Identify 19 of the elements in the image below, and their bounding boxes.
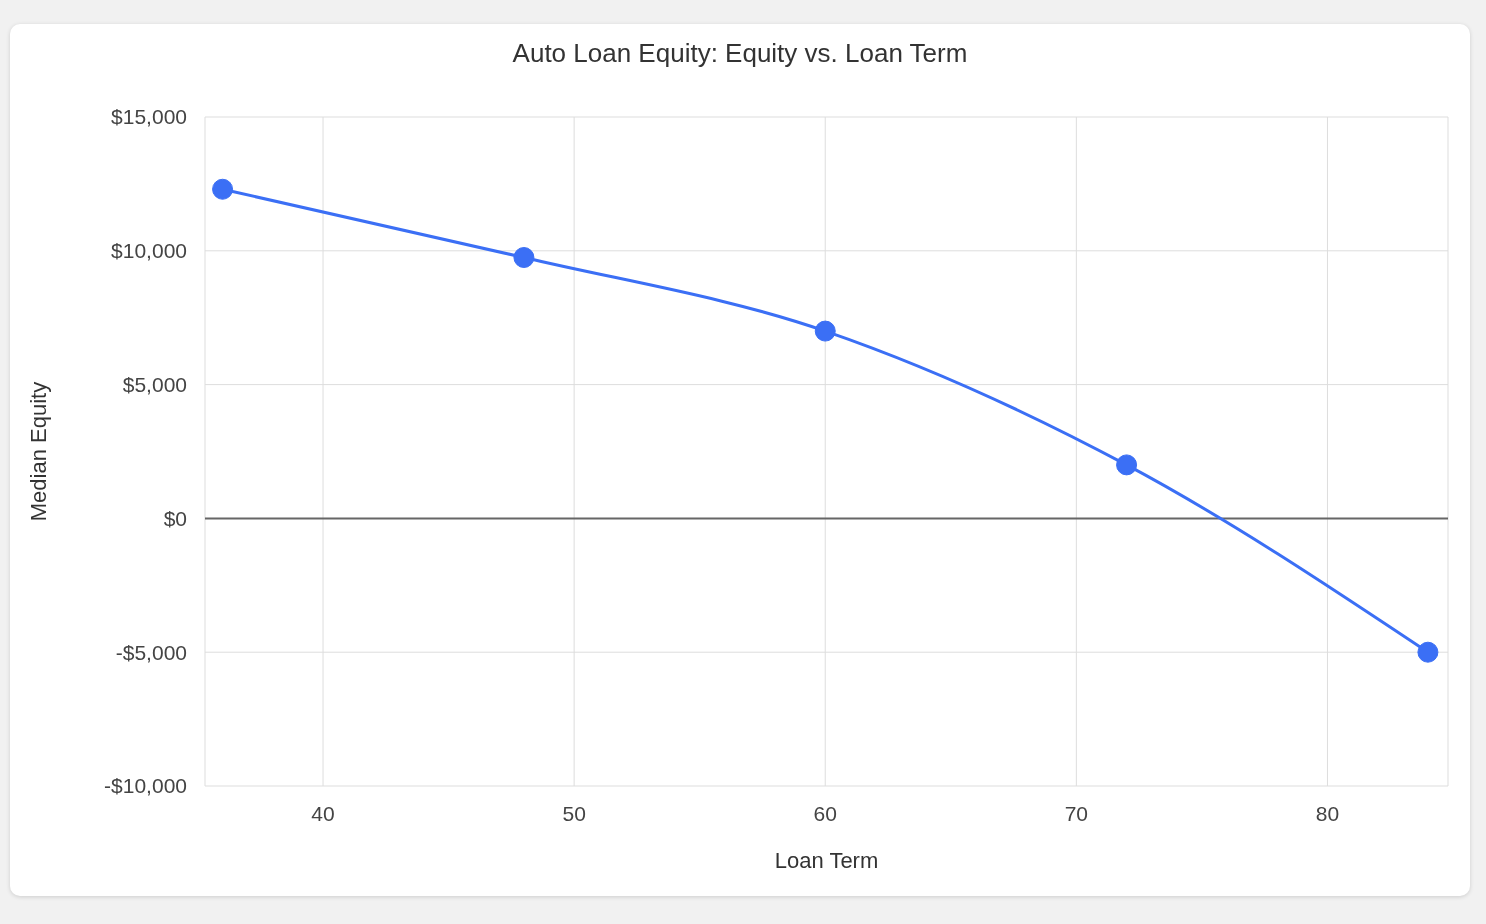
x-tick-label: 60 bbox=[813, 801, 837, 825]
point bbox=[212, 178, 234, 200]
x-tick-label: 50 bbox=[562, 801, 586, 825]
y-tick-label: $5,000 bbox=[122, 373, 187, 397]
y-tick-label: $15,000 bbox=[111, 105, 187, 129]
x-tick-label: 70 bbox=[1064, 801, 1089, 825]
x-axis-title: Loan Term bbox=[774, 848, 879, 873]
point bbox=[814, 320, 836, 342]
x-tick-label: 40 bbox=[311, 801, 335, 825]
point bbox=[1116, 454, 1138, 476]
chart-title: Auto Loan Equity: Equity vs. Loan Term bbox=[511, 38, 969, 69]
y-axis-title: Median Equity bbox=[25, 381, 51, 522]
point bbox=[513, 246, 535, 268]
y-tick-label: $10,000 bbox=[111, 239, 187, 263]
y-tick-label: -$5,000 bbox=[115, 640, 187, 664]
x-tick-label: 80 bbox=[1315, 801, 1340, 825]
point bbox=[1417, 641, 1439, 663]
y-tick-label: $0 bbox=[163, 506, 187, 530]
y-tick-label: -$10,000 bbox=[104, 774, 187, 798]
